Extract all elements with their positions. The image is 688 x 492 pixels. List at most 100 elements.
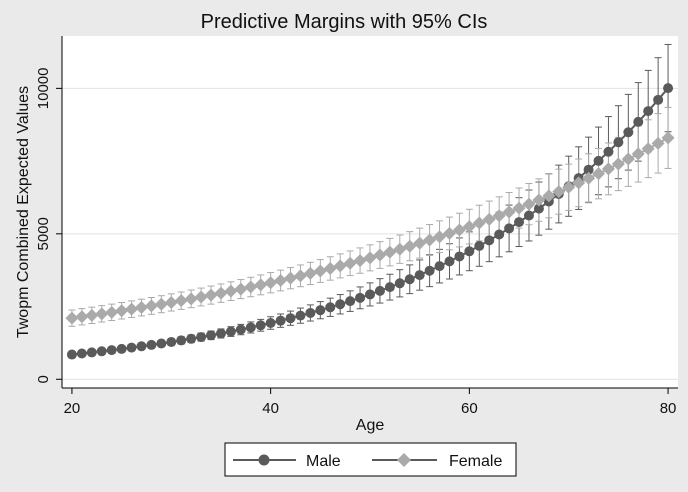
point-female-55 [413, 236, 427, 250]
point-male-27 [136, 341, 147, 352]
point-female-33 [194, 290, 208, 304]
point-male-53 [394, 278, 405, 289]
point-male-66 [523, 210, 534, 221]
point-female-42 [284, 271, 298, 285]
point-female-36 [224, 284, 238, 298]
point-female-78 [641, 142, 655, 156]
legend-female-label: Female [449, 453, 502, 470]
point-female-58 [442, 226, 456, 240]
point-female-64 [502, 205, 516, 219]
point-male-79 [653, 94, 664, 105]
y-tick-label-5000: 5000 [35, 217, 52, 250]
point-male-48 [345, 296, 356, 307]
point-female-38 [244, 280, 258, 294]
point-male-61 [474, 240, 485, 251]
point-female-57 [433, 230, 447, 244]
point-male-28 [146, 339, 157, 350]
point-female-80 [661, 131, 675, 145]
point-female-73 [592, 167, 606, 181]
point-male-35 [215, 328, 226, 339]
point-female-77 [631, 147, 645, 161]
point-male-20 [66, 349, 77, 360]
point-male-54 [404, 274, 415, 285]
point-male-56 [424, 265, 435, 276]
legend-male-marker [258, 454, 270, 466]
point-male-62 [484, 235, 495, 246]
point-female-26 [125, 302, 139, 316]
point-male-57 [434, 261, 445, 272]
point-male-22 [86, 347, 97, 358]
series-markers [65, 83, 675, 360]
point-male-49 [355, 292, 366, 303]
point-male-60 [464, 246, 475, 257]
point-female-22 [85, 308, 99, 322]
point-female-69 [552, 185, 566, 199]
point-male-55 [414, 270, 425, 281]
point-male-67 [533, 203, 544, 214]
point-female-30 [164, 295, 178, 309]
point-male-72 [583, 164, 594, 175]
y-axis-label: Twopm Combined Expected Values [15, 86, 32, 338]
point-male-59 [454, 251, 465, 262]
point-female-70 [562, 180, 576, 194]
point-female-48 [343, 256, 357, 270]
point-male-80 [663, 83, 674, 94]
point-female-65 [512, 201, 526, 215]
point-male-75 [613, 137, 624, 148]
point-male-32 [186, 333, 197, 344]
point-female-24 [105, 305, 119, 319]
point-male-31 [176, 335, 187, 346]
point-female-32 [184, 292, 198, 306]
point-male-26 [126, 342, 137, 353]
point-female-47 [333, 259, 347, 273]
point-female-67 [532, 193, 546, 207]
point-male-76 [623, 127, 634, 138]
point-female-25 [115, 304, 129, 318]
point-male-73 [593, 155, 604, 166]
point-male-50 [365, 289, 375, 300]
point-female-51 [373, 248, 387, 262]
point-male-40 [265, 318, 276, 329]
point-male-74 [603, 146, 614, 157]
point-female-79 [651, 136, 665, 150]
point-female-71 [572, 176, 586, 190]
point-male-25 [116, 343, 127, 354]
point-female-68 [542, 189, 556, 203]
point-male-52 [384, 282, 395, 293]
point-female-20 [65, 311, 79, 325]
point-male-21 [76, 348, 87, 359]
point-female-66 [522, 197, 536, 211]
x-tick-label-40: 40 [262, 400, 279, 417]
y-tick-label-10000: 10000 [35, 68, 52, 110]
y-tick-label-0: 0 [35, 375, 52, 383]
point-male-38 [245, 322, 256, 333]
point-male-42 [285, 313, 296, 324]
x-tick-label-80: 80 [660, 400, 677, 417]
point-male-43 [295, 310, 306, 321]
point-male-34 [206, 330, 217, 341]
x-tick-label-20: 20 [64, 400, 81, 417]
point-male-39 [255, 320, 266, 331]
point-male-33 [196, 332, 207, 343]
point-male-51 [374, 285, 385, 296]
point-female-52 [383, 245, 397, 259]
point-male-41 [275, 315, 286, 326]
point-female-50 [363, 251, 377, 265]
point-female-29 [154, 297, 168, 311]
point-male-45 [315, 305, 326, 316]
point-female-41 [274, 273, 288, 287]
gridlines [62, 87, 678, 380]
chart-title: Predictive Margins with 95% CIs [201, 11, 488, 33]
point-male-24 [106, 345, 117, 356]
point-male-64 [504, 223, 515, 234]
point-female-62 [482, 212, 496, 226]
point-male-29 [156, 338, 167, 349]
point-female-43 [293, 269, 307, 283]
point-female-44 [303, 266, 317, 280]
point-male-58 [444, 256, 455, 267]
point-male-37 [235, 324, 246, 335]
point-female-49 [353, 254, 367, 268]
point-male-30 [166, 336, 177, 347]
point-female-46 [323, 261, 337, 275]
